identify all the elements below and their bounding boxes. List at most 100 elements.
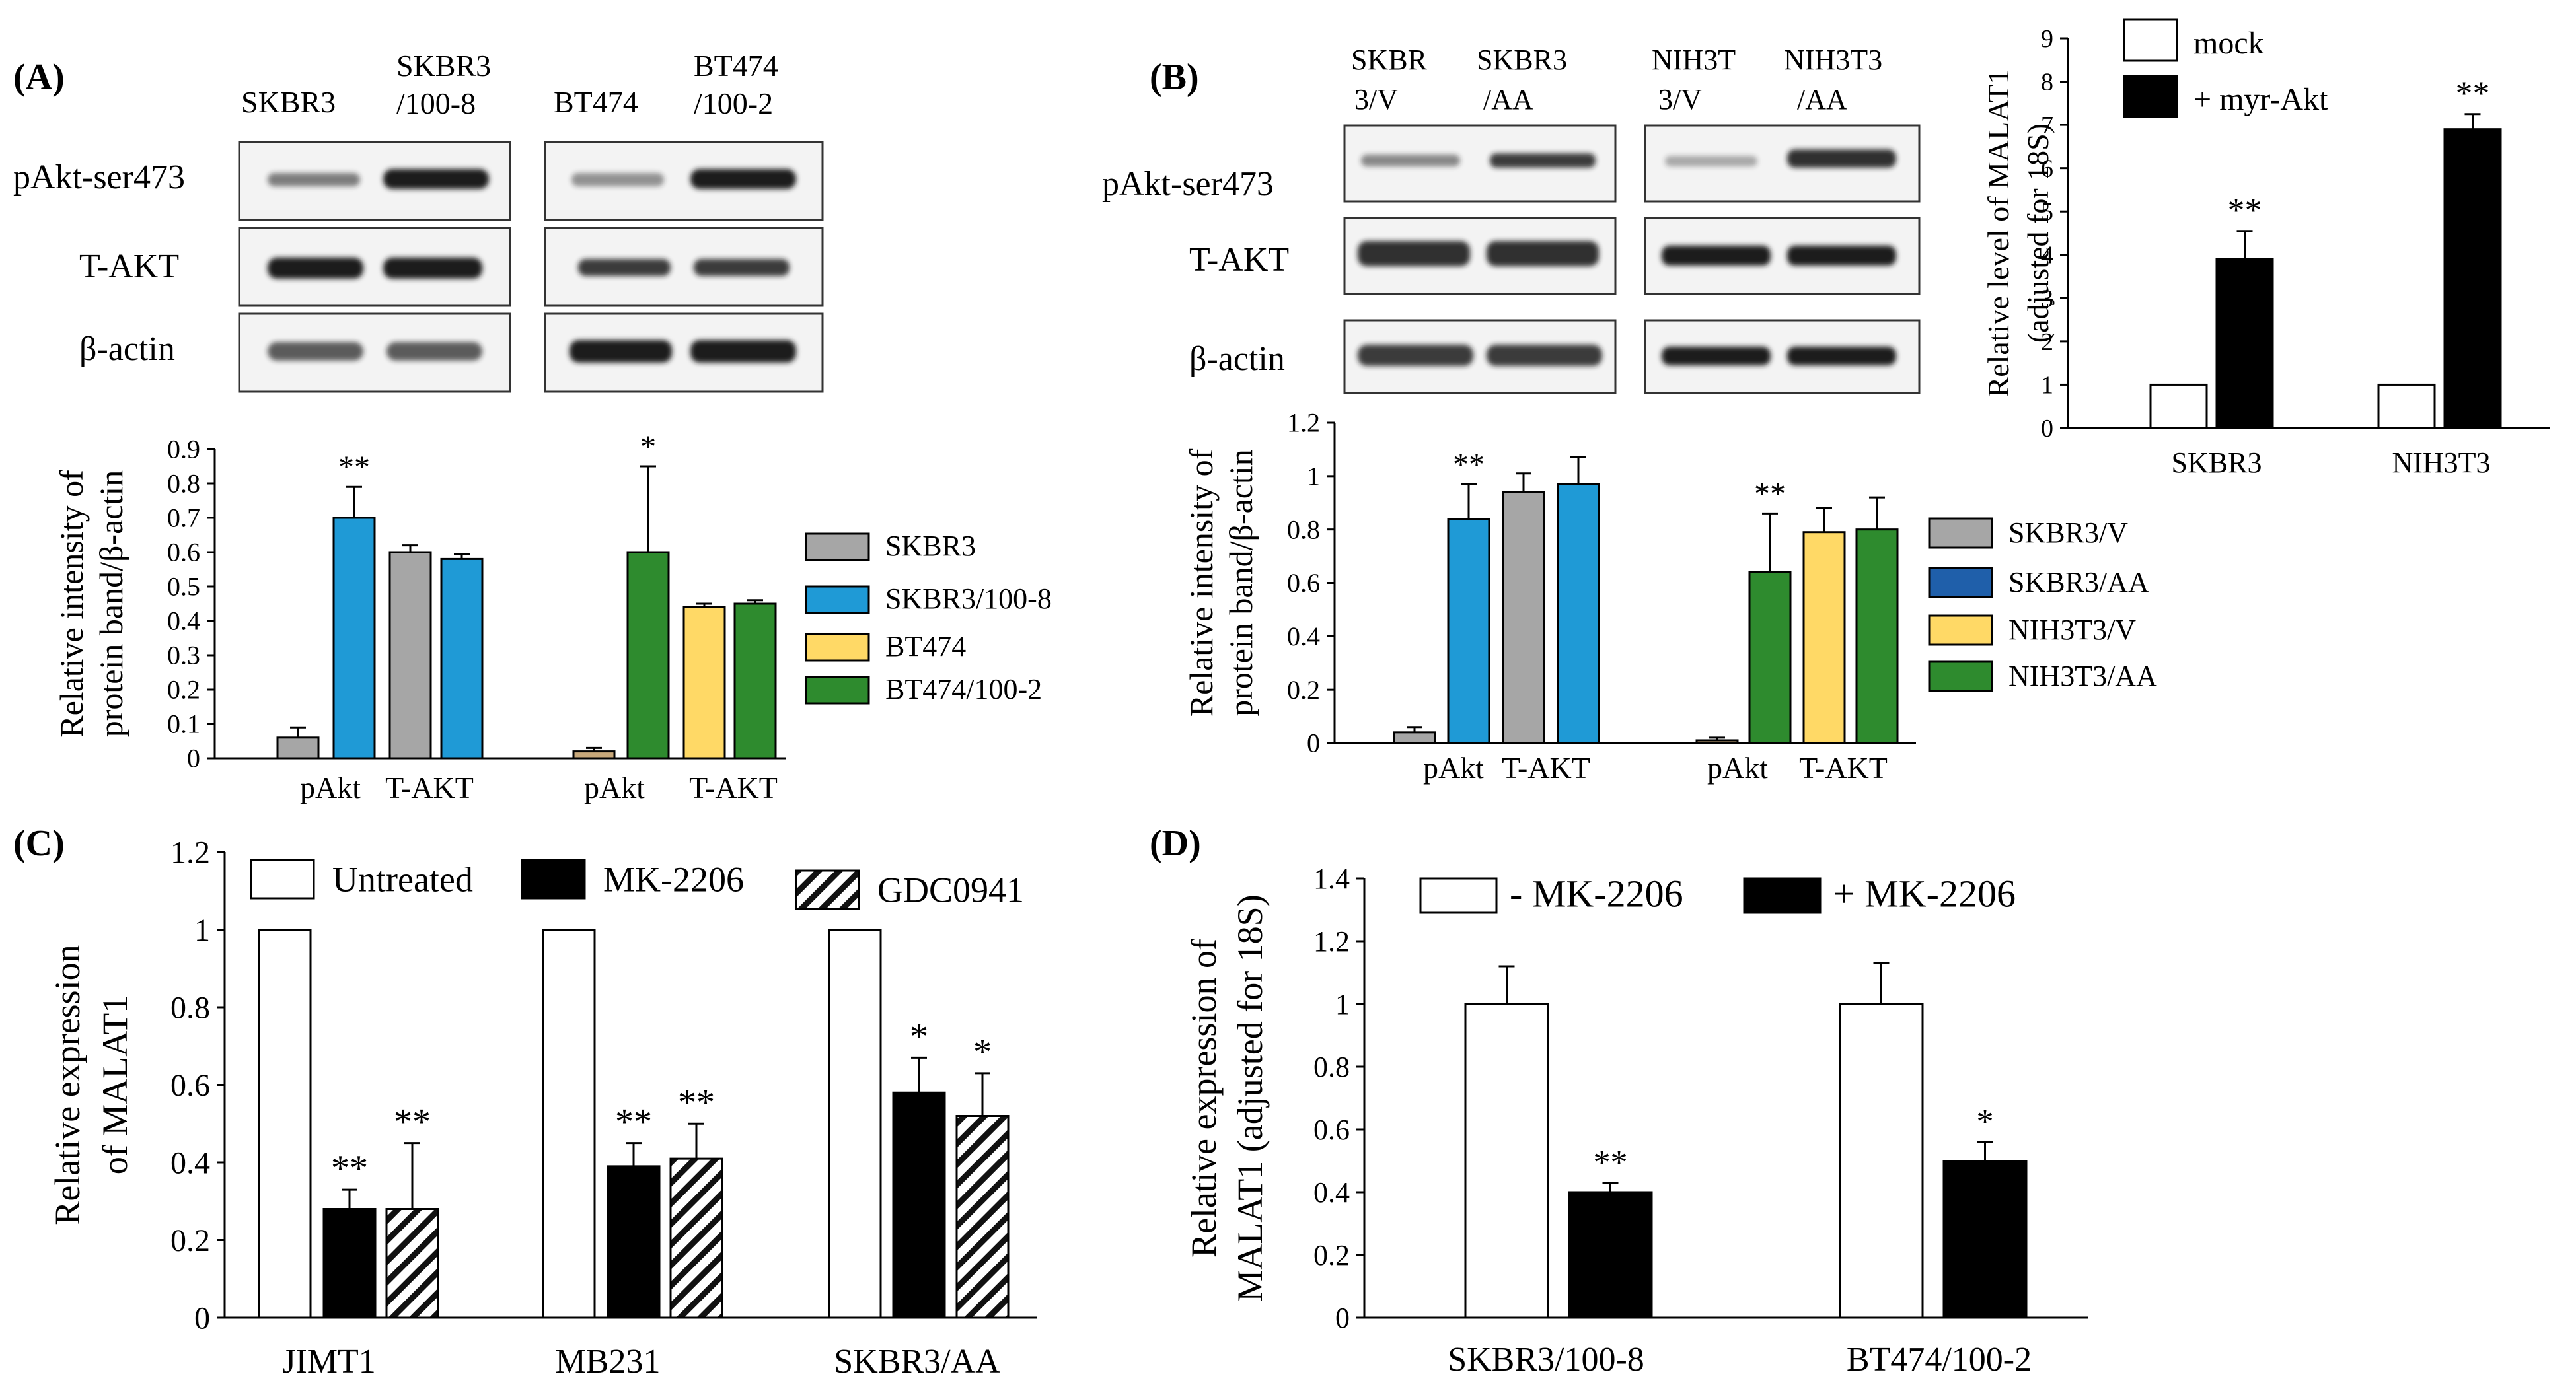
legend-label-untreated: Untreated <box>332 860 473 900</box>
blot-b-lane-nih3t3v-top: NIH3T <box>1652 44 1736 76</box>
legend-label-nih3t3-aa: NIH3T3/AA <box>2008 660 2157 692</box>
legend-swatch-bt474-100-2 <box>805 676 870 705</box>
y-tick-label: 0 <box>194 1301 210 1336</box>
bar-skbr3-100-8-mk-2206 <box>1464 1003 1549 1319</box>
significance-mark: ** <box>678 1082 715 1123</box>
bar-bt474-100-2-mk-2206 <box>1839 1003 1924 1319</box>
y-tick-label: 0.8 <box>170 990 210 1025</box>
y-tick-label: 0.4 <box>170 1145 210 1180</box>
bar-t-akt-skbr3 <box>388 551 432 760</box>
y-tick-label: 0.6 <box>1287 568 1320 598</box>
legend-swatch-mk-2206 <box>1419 877 1498 914</box>
y-tick-label: 0.8 <box>167 469 200 499</box>
chart-d: 1.4 1.2 1 0.8 0.6 0.4 0.2 0 Relative expression … <box>1184 863 2088 1378</box>
blot-b-lane-nih3t3aa-top: NIH3T3 <box>1784 44 1882 76</box>
y-tick-label: 0.5 <box>167 572 200 602</box>
blot-b-lane-skbr3v-bottom: 3/V <box>1354 83 1398 116</box>
significance-mark: ** <box>1754 476 1786 511</box>
significance-mark: * <box>973 1032 992 1073</box>
blot-a-lane-skbr3-100-8-top: SKBR3 <box>396 49 491 83</box>
y-tick-label: 0.2 <box>170 1223 210 1258</box>
bar-mb231-untreated <box>542 929 596 1319</box>
legend-label-mk-2206: MK-2206 <box>603 860 744 900</box>
y-tick-label: 0 <box>1307 729 1320 758</box>
bar-jimt1-untreated <box>258 929 312 1319</box>
x-tick-label: pAkt <box>1423 751 1484 785</box>
blot-a-lane-bt474-100-2-bottom: /100-2 <box>694 87 773 120</box>
bar-pakt-skbr3-100-8 <box>332 517 376 760</box>
y-tick-label: 1 <box>1307 461 1320 491</box>
chart-b: 1.2 1 0.8 0.6 0.4 0.2 0 Relative intensity of pr… <box>1183 408 2157 785</box>
y-axis-label: Relative expression <box>48 945 87 1225</box>
y-axis-label: Relative intensity of <box>1183 448 1220 717</box>
significance-mark: ** <box>615 1102 652 1143</box>
legend-label-skbr3-aa: SKBR3/AA <box>2008 566 2149 598</box>
y-tick-label: 0.2 <box>1313 1239 1350 1271</box>
y-tick-label: 3 <box>2041 285 2053 312</box>
x-tick-label: SKBR3/100-8 <box>1448 1341 1644 1378</box>
x-tick-label: SKBR3/AA <box>834 1343 1000 1380</box>
y-tick-label: 0.4 <box>1287 622 1320 651</box>
significance-mark: ** <box>338 450 370 485</box>
panel-b: (B) SKBR 3/V SKBR3 /AA NIH3T 3/V NIH3T3 … <box>1102 44 1921 394</box>
bar-mb231-gdc0941 <box>669 1157 723 1319</box>
y-axis-label: of MALAT1 <box>95 995 135 1174</box>
legend-swatch-skbr3-aa <box>1928 567 1993 598</box>
blot-b-lane-skbr3aa-bottom: /AA <box>1483 83 1533 116</box>
bar-pakt-nih3t3-aa <box>1748 571 1792 744</box>
legend-label-mock: mock <box>2193 26 2264 61</box>
y-tick-label: 0.1 <box>167 709 200 739</box>
blot-b-row-actin: β-actin <box>1189 340 1285 378</box>
y-axis-label: Relative level of MALAT1 <box>1981 69 2015 398</box>
bar-pakt-skbr3 <box>276 736 320 760</box>
legend-label-skbr3-v: SKBR3/V <box>2008 517 2128 549</box>
significance-mark: ** <box>1453 447 1485 482</box>
y-tick-label: 0 <box>2041 415 2053 443</box>
legend-swatch-untreated <box>250 859 315 900</box>
x-tick-label: pAkt <box>584 771 645 804</box>
legend-swatch-myr-akt <box>2123 75 2178 118</box>
legend-swatch-mk-2206 <box>1743 877 1822 914</box>
legend-label-nih3t3-v: NIH3T3/V <box>2008 614 2136 646</box>
bar-t-akt-skbr3-aa <box>1557 483 1600 744</box>
y-tick-label: 7 <box>2041 112 2053 139</box>
significance-mark: * <box>640 429 656 464</box>
bar-nih3t3-mock <box>2377 383 2436 429</box>
legend-swatch-nih3t3-v <box>1928 614 1993 646</box>
y-tick-label: 0.6 <box>170 1068 210 1103</box>
y-axis-label: MALAT1 (adjusted for 18S) <box>1230 894 1270 1301</box>
x-tick-label: T-AKT <box>385 771 474 804</box>
bar-t-akt-skbr3-100-8 <box>440 557 484 760</box>
bar-t-akt-bt474-100-2 <box>733 602 777 760</box>
blot-a-lane-skbr3: SKBR3 <box>241 85 336 119</box>
bar-skbr3-aa-gdc0941 <box>955 1115 1010 1319</box>
x-tick-label: pAkt <box>300 771 361 804</box>
blot-b-lane-skbr3v-top: SKBR <box>1351 44 1428 76</box>
x-tick-label: T-AKT <box>1799 751 1888 785</box>
legend-swatch-mk-2206 <box>521 859 586 900</box>
bar-nih3t3-myr-akt <box>2443 128 2502 429</box>
blot-a-row-pakt: pAkt-ser473 <box>13 159 185 196</box>
bar-pakt-nih3t3-v <box>1695 739 1739 744</box>
x-tick-label: T-AKT <box>1502 751 1590 785</box>
y-tick-label: 1.2 <box>170 835 210 870</box>
blot-b-lane-nih3t3aa-bottom: /AA <box>1797 83 1847 116</box>
significance-mark: ** <box>1594 1144 1628 1182</box>
blot-a-lane-bt474-100-2-top: BT474 <box>694 49 778 83</box>
legend-label-myr-akt: + myr-Akt <box>2193 82 2328 117</box>
blot-b-row-pakt: pAkt-ser473 <box>1102 165 1274 203</box>
chart-c: 1.2 1 0.8 0.6 0.4 0.2 0 Relative expression of M… <box>48 835 1037 1380</box>
bar-pakt-bt474 <box>572 750 616 760</box>
bar-t-akt-nih3t3-aa <box>1855 528 1899 744</box>
y-axis-label: protein band/β-actin <box>92 470 129 737</box>
y-tick-label: 0.8 <box>1287 515 1320 544</box>
blot-a-lane-skbr3-100-8-bottom: /100-8 <box>396 87 476 120</box>
significance-mark: ** <box>331 1148 368 1189</box>
bar-skbr3-mock <box>2149 383 2208 429</box>
y-tick-label: 0 <box>187 744 200 773</box>
bar-skbr3-aa-untreated <box>828 929 882 1319</box>
significance-mark: ** <box>2228 192 2262 230</box>
blot-b-lane-nih3t3v-bottom: 3/V <box>1658 83 1702 116</box>
y-tick-label: 2 <box>2041 328 2053 356</box>
